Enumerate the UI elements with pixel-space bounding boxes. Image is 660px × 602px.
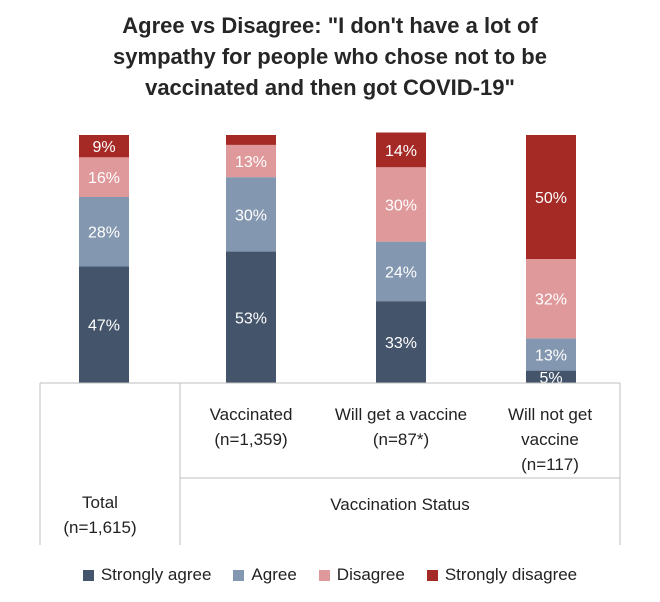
legend: Strongly agree Agree Disagree Strongly d… (0, 562, 660, 588)
bar-segment (226, 177, 276, 252)
bar-segment (376, 167, 426, 242)
data-label: 13% (235, 154, 267, 171)
legend-label: Agree (251, 565, 297, 584)
bar-segment (226, 251, 276, 383)
bar-segment (376, 132, 426, 168)
legend-item-disagree: Disagree (318, 565, 405, 585)
data-label: 47% (88, 318, 120, 335)
data-label: 33% (385, 335, 417, 352)
category-label-will-get: Will get a vaccine (n=87*) (321, 402, 481, 452)
legend-label: Strongly agree (100, 565, 212, 584)
category-label-line: Will get a vaccine (334, 405, 468, 424)
data-label: 30% (235, 207, 267, 224)
category-label-line: (n=1,359) (214, 430, 288, 449)
data-label: 50% (535, 190, 567, 207)
bar-segment (79, 197, 129, 267)
bar-segment (526, 259, 576, 339)
bar-segment (79, 266, 129, 383)
bar-segment (226, 144, 276, 178)
legend-item-agree: Agree (233, 565, 297, 585)
data-label: 13% (535, 347, 567, 364)
legend-item-strongly-disagree: Strongly disagree (426, 565, 578, 585)
category-label-line: Vaccinated (209, 405, 293, 424)
title-line-1: Agree vs Disagree: "I don't have a lot o… (122, 13, 538, 38)
bar-segment (79, 135, 129, 158)
category-label-line: (n=117) (521, 455, 579, 474)
legend-swatch (82, 569, 94, 581)
legend-label: Strongly disagree (444, 565, 578, 584)
chart-title: Agree vs Disagree: "I don't have a lot o… (0, 10, 660, 103)
data-label: 28% (88, 225, 120, 242)
bar-segment (79, 157, 129, 197)
legend-swatch (318, 569, 330, 581)
bar-segment (526, 135, 576, 259)
data-label: 5% (539, 370, 562, 387)
data-label: 30% (385, 197, 417, 214)
data-label: 32% (535, 292, 567, 309)
title-line-3: vaccinated and then got COVID-19" (145, 75, 515, 100)
bar-segment (376, 241, 426, 302)
data-label: 24% (385, 264, 417, 281)
group-label-vaccination-status: Vaccination Status (180, 492, 620, 517)
category-label-line: (n=1,615) (63, 518, 137, 537)
data-label: 14% (385, 143, 417, 160)
category-label-line: Total (82, 493, 118, 512)
category-label-line: Will not get (507, 405, 593, 424)
bar-segment (526, 370, 576, 383)
title-line-2: sympathy for people who chose not to be (113, 44, 547, 69)
legend-item-strongly-agree: Strongly agree (82, 565, 212, 585)
bar-segment (226, 135, 276, 145)
legend-swatch (426, 569, 438, 581)
data-label: 16% (88, 170, 120, 187)
legend-label: Disagree (336, 565, 405, 584)
group-label-text: Vaccination Status (330, 495, 470, 514)
category-label-line: (n=87*) (372, 430, 430, 449)
data-label: 9% (92, 139, 115, 156)
bar-segment (376, 301, 426, 383)
category-label-total: Total (n=1,615) (40, 490, 160, 540)
data-label: 53% (235, 310, 267, 327)
category-label-line: vaccine (521, 430, 579, 449)
bar-segment (526, 338, 576, 371)
category-label-will-not-get: Will not get vaccine (n=117) (485, 402, 615, 477)
category-label-vaccinated: Vaccinated (n=1,359) (186, 402, 316, 452)
legend-swatch (233, 569, 245, 581)
